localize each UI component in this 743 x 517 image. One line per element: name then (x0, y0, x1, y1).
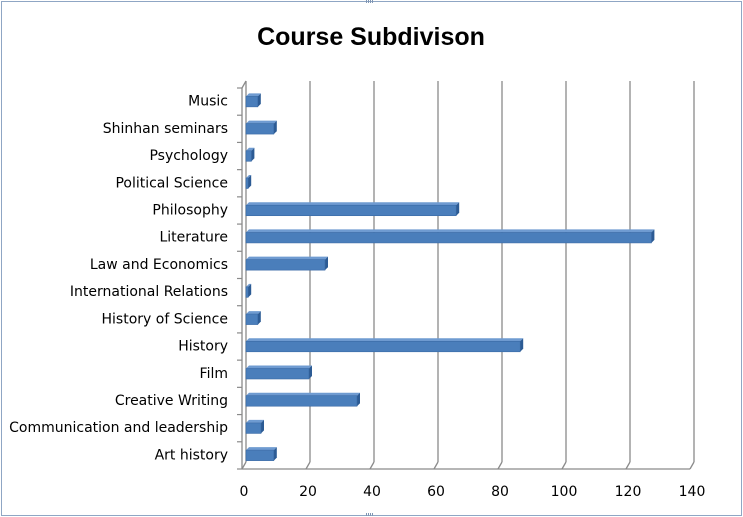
x-tick-label: 0 (240, 484, 249, 500)
gridline-floor (625, 461, 631, 470)
bars (245, 93, 655, 461)
bar (245, 283, 252, 298)
gridline-floor (497, 461, 503, 470)
bar-front-face (245, 177, 249, 189)
bar-side-face (273, 447, 277, 461)
bar-top-face (246, 447, 277, 451)
category-label: Philosophy (152, 202, 228, 218)
bar-front-face (245, 449, 275, 461)
bar-front-face (245, 123, 275, 135)
bar-top-face (246, 175, 252, 178)
x-tick-label: 60 (427, 484, 445, 500)
x-tick-label: 140 (679, 484, 706, 500)
bar-side-face (520, 338, 524, 352)
category-label: Art history (155, 447, 228, 463)
bar-top-face (246, 229, 655, 233)
category-label: Law and Economics (90, 257, 228, 273)
bar-side-face (273, 120, 277, 135)
bar-top-face (246, 365, 312, 369)
category-label: Music (188, 94, 228, 110)
category-label: Shinhan seminars (103, 121, 228, 137)
resize-handle-bottom[interactable] (366, 513, 374, 516)
category-label: Literature (159, 230, 228, 246)
category-label: History (178, 339, 228, 355)
bar-side-face (309, 365, 312, 379)
category-label: History of Science (102, 311, 228, 327)
bar-front-face (245, 259, 326, 271)
gridline-floor (305, 461, 311, 470)
bar-side-face (357, 392, 360, 407)
bar-front-face (245, 368, 310, 380)
gridline-floor (369, 461, 375, 470)
bar (245, 175, 252, 189)
gridline-floor (241, 461, 247, 470)
bar (245, 392, 360, 407)
bar-top-face (246, 419, 264, 423)
bar-top-face (246, 202, 460, 206)
category-label: Political Science (115, 175, 228, 191)
bar-top-face (246, 392, 360, 396)
x-tick-label: 40 (363, 484, 381, 500)
gridline-floor (689, 461, 695, 470)
bar-front-face (245, 232, 652, 244)
x-tick-label: 20 (299, 484, 317, 500)
category-label: Psychology (149, 148, 228, 164)
bar (245, 147, 255, 162)
bar (245, 229, 655, 244)
bar-top-face (246, 120, 277, 124)
bar-side-face (325, 256, 328, 271)
x-tick-labels: 0 20 40 60 80 100 120 140 (240, 484, 706, 500)
bar-top-face (246, 147, 255, 151)
gridline-floor (561, 461, 567, 470)
bar-side-face (651, 229, 655, 243)
bar-side-face (248, 283, 252, 298)
bar-top-face (246, 256, 328, 260)
bar (245, 202, 460, 217)
x-tick-label: 80 (491, 484, 509, 500)
bar (245, 93, 261, 108)
bar-top-face (246, 283, 252, 287)
resize-handle-top[interactable] (366, 0, 374, 3)
bar-front-face (245, 313, 259, 325)
category-label: International Relations (70, 284, 228, 300)
bar-front-face (245, 422, 262, 434)
bar-side-face (251, 147, 255, 162)
bar-side-face (456, 202, 460, 216)
bar (245, 419, 264, 434)
chart-title: Course Subdivison (257, 23, 485, 51)
category-label: Creative Writing (115, 393, 228, 409)
bar-top-face (246, 311, 261, 315)
bar-side-face (257, 93, 261, 107)
bar (245, 365, 312, 380)
gridlines (237, 80, 695, 470)
bar (245, 338, 524, 353)
bar-side-face (248, 175, 252, 189)
bar-side-face (257, 311, 261, 325)
bar (245, 447, 277, 461)
bar-front-face (245, 286, 249, 298)
bar (245, 256, 328, 271)
bar-front-face (245, 204, 457, 217)
bar-front-face (245, 340, 521, 353)
bar-top-face (246, 338, 524, 342)
bar (245, 120, 277, 135)
wall-edge (241, 80, 247, 89)
bar-side-face (261, 419, 264, 434)
category-label: Communication and leadership (9, 420, 228, 436)
category-label: Film (200, 366, 228, 382)
bar-front-face (245, 150, 252, 162)
gridline-floor (433, 461, 439, 470)
bar-front-face (245, 96, 259, 108)
bar (245, 311, 261, 325)
x-tick-label: 120 (615, 484, 642, 500)
category-labels: Music Shinhan seminars Psychology Political… (9, 94, 228, 464)
bar-top-face (246, 93, 261, 97)
bar-front-face (245, 395, 358, 407)
x-tick-label: 100 (551, 484, 578, 500)
